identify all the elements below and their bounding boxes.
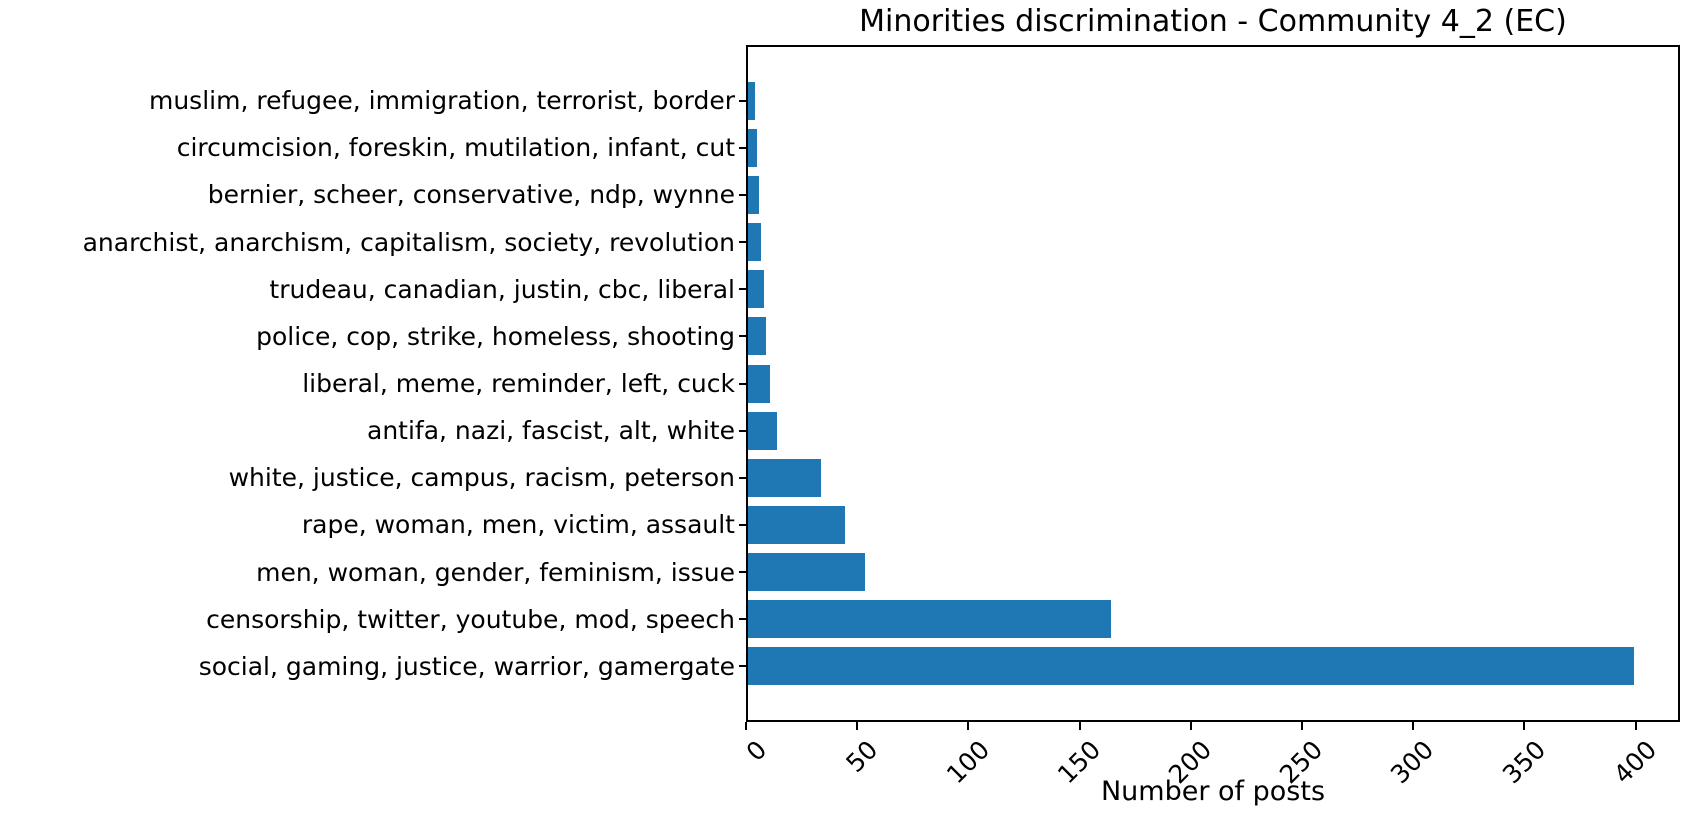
x-axis-label: Number of posts (1100, 776, 1326, 807)
bar (748, 317, 766, 356)
y-tick-mark (739, 146, 746, 149)
x-tick-label: 50 (840, 735, 884, 779)
x-tick-mark (745, 722, 747, 730)
chart-title: Minorities discrimination - Community 4_… (859, 4, 1567, 39)
x-axis-ticks: 0 50 100 150 200 250 300 350 400 (741, 722, 1680, 825)
y-axis-labels: muslim, refugee, immigration, terrorist,… (0, 47, 746, 720)
y-tick-row: antifa, nazi, fascist, alt, white (0, 407, 746, 454)
y-tick-row: censorship, twitter, youtube, mod, speec… (0, 596, 746, 643)
y-tick-label: anarchist, anarchism, capitalism, societ… (82, 227, 735, 257)
y-tick-mark (739, 429, 746, 432)
bar-row (748, 266, 1678, 313)
y-tick-mark (739, 476, 746, 479)
y-tick-mark (739, 288, 746, 291)
bar (748, 505, 846, 544)
bar (748, 647, 1634, 686)
bar (748, 411, 777, 450)
y-tick-label: liberal, meme, reminder, left, cuck (302, 369, 735, 399)
bar-row (748, 124, 1678, 171)
y-tick-row: muslim, refugee, immigration, terrorist,… (0, 77, 746, 124)
y-tick-mark (739, 571, 746, 574)
bar (748, 175, 760, 214)
bar (748, 553, 866, 592)
x-tick-mark (856, 722, 859, 730)
y-tick-label: censorship, twitter, youtube, mod, speec… (206, 604, 735, 634)
y-tick-row: liberal, meme, reminder, left, cuck (0, 360, 746, 407)
x-tick-mark (967, 722, 970, 730)
y-tick-label: social, gaming, justice, warrior, gamerg… (198, 651, 735, 681)
y-tick-row: social, gaming, justice, warrior, gamerg… (0, 643, 746, 690)
bar-row (748, 77, 1678, 124)
y-tick-row: rape, woman, men, victim, assault (0, 501, 746, 548)
x-tick-mark (1300, 722, 1303, 730)
y-tick-label: circumcision, foreskin, mutilation, infa… (176, 133, 735, 163)
y-tick-label: white, justice, campus, racism, peterson (228, 463, 735, 493)
bar (748, 364, 771, 403)
bar-row (748, 643, 1678, 690)
y-tick-label: trudeau, canadian, justin, cbc, liberal (269, 274, 735, 304)
bar (748, 128, 757, 167)
y-tick-row: anarchist, anarchism, capitalism, societ… (0, 218, 746, 265)
y-tick-row: trudeau, canadian, justin, cbc, liberal (0, 266, 746, 313)
x-tick-mark (1634, 722, 1637, 730)
bar (748, 81, 755, 120)
y-tick-mark (739, 335, 746, 338)
bar (748, 270, 764, 309)
x-tick-label: 0 (740, 735, 773, 767)
y-tick-mark (739, 241, 746, 244)
bar-row (748, 407, 1678, 454)
bar-row (748, 360, 1678, 407)
x-tick-mark (1078, 722, 1081, 730)
y-tick-row: circumcision, foreskin, mutilation, infa… (0, 124, 746, 171)
bar-row (748, 596, 1678, 643)
plot-area (746, 45, 1680, 722)
y-tick-row: bernier, scheer, conservative, ndp, wynn… (0, 171, 746, 218)
bar-row (748, 549, 1678, 596)
bar (748, 600, 1112, 639)
y-tick-mark (739, 99, 746, 102)
y-tick-label: antifa, nazi, fascist, alt, white (367, 416, 735, 446)
bar-row (748, 218, 1678, 265)
y-tick-mark (739, 382, 746, 385)
y-tick-mark (739, 193, 746, 196)
y-tick-row: police, cop, strike, homeless, shooting (0, 313, 746, 360)
bar (748, 223, 762, 262)
y-tick-label: muslim, refugee, immigration, terrorist,… (148, 86, 735, 116)
x-tick-mark (1189, 722, 1192, 730)
y-tick-mark (739, 523, 746, 526)
x-tick-mark (1523, 722, 1526, 730)
y-tick-row: men, woman, gender, feminism, issue (0, 549, 746, 596)
y-tick-mark (739, 618, 746, 621)
y-tick-label: bernier, scheer, conservative, ndp, wynn… (207, 180, 735, 210)
y-tick-label: rape, woman, men, victim, assault (301, 510, 735, 540)
y-tick-label: men, woman, gender, feminism, issue (256, 557, 735, 587)
x-tick-mark (1412, 722, 1415, 730)
bar-row (748, 501, 1678, 548)
bar-row (748, 313, 1678, 360)
bar (748, 458, 822, 497)
bar-row (748, 454, 1678, 501)
bar-row (748, 171, 1678, 218)
y-tick-row: white, justice, campus, racism, peterson (0, 454, 746, 501)
y-tick-label: police, cop, strike, homeless, shooting (256, 321, 735, 351)
y-tick-mark (739, 665, 746, 668)
